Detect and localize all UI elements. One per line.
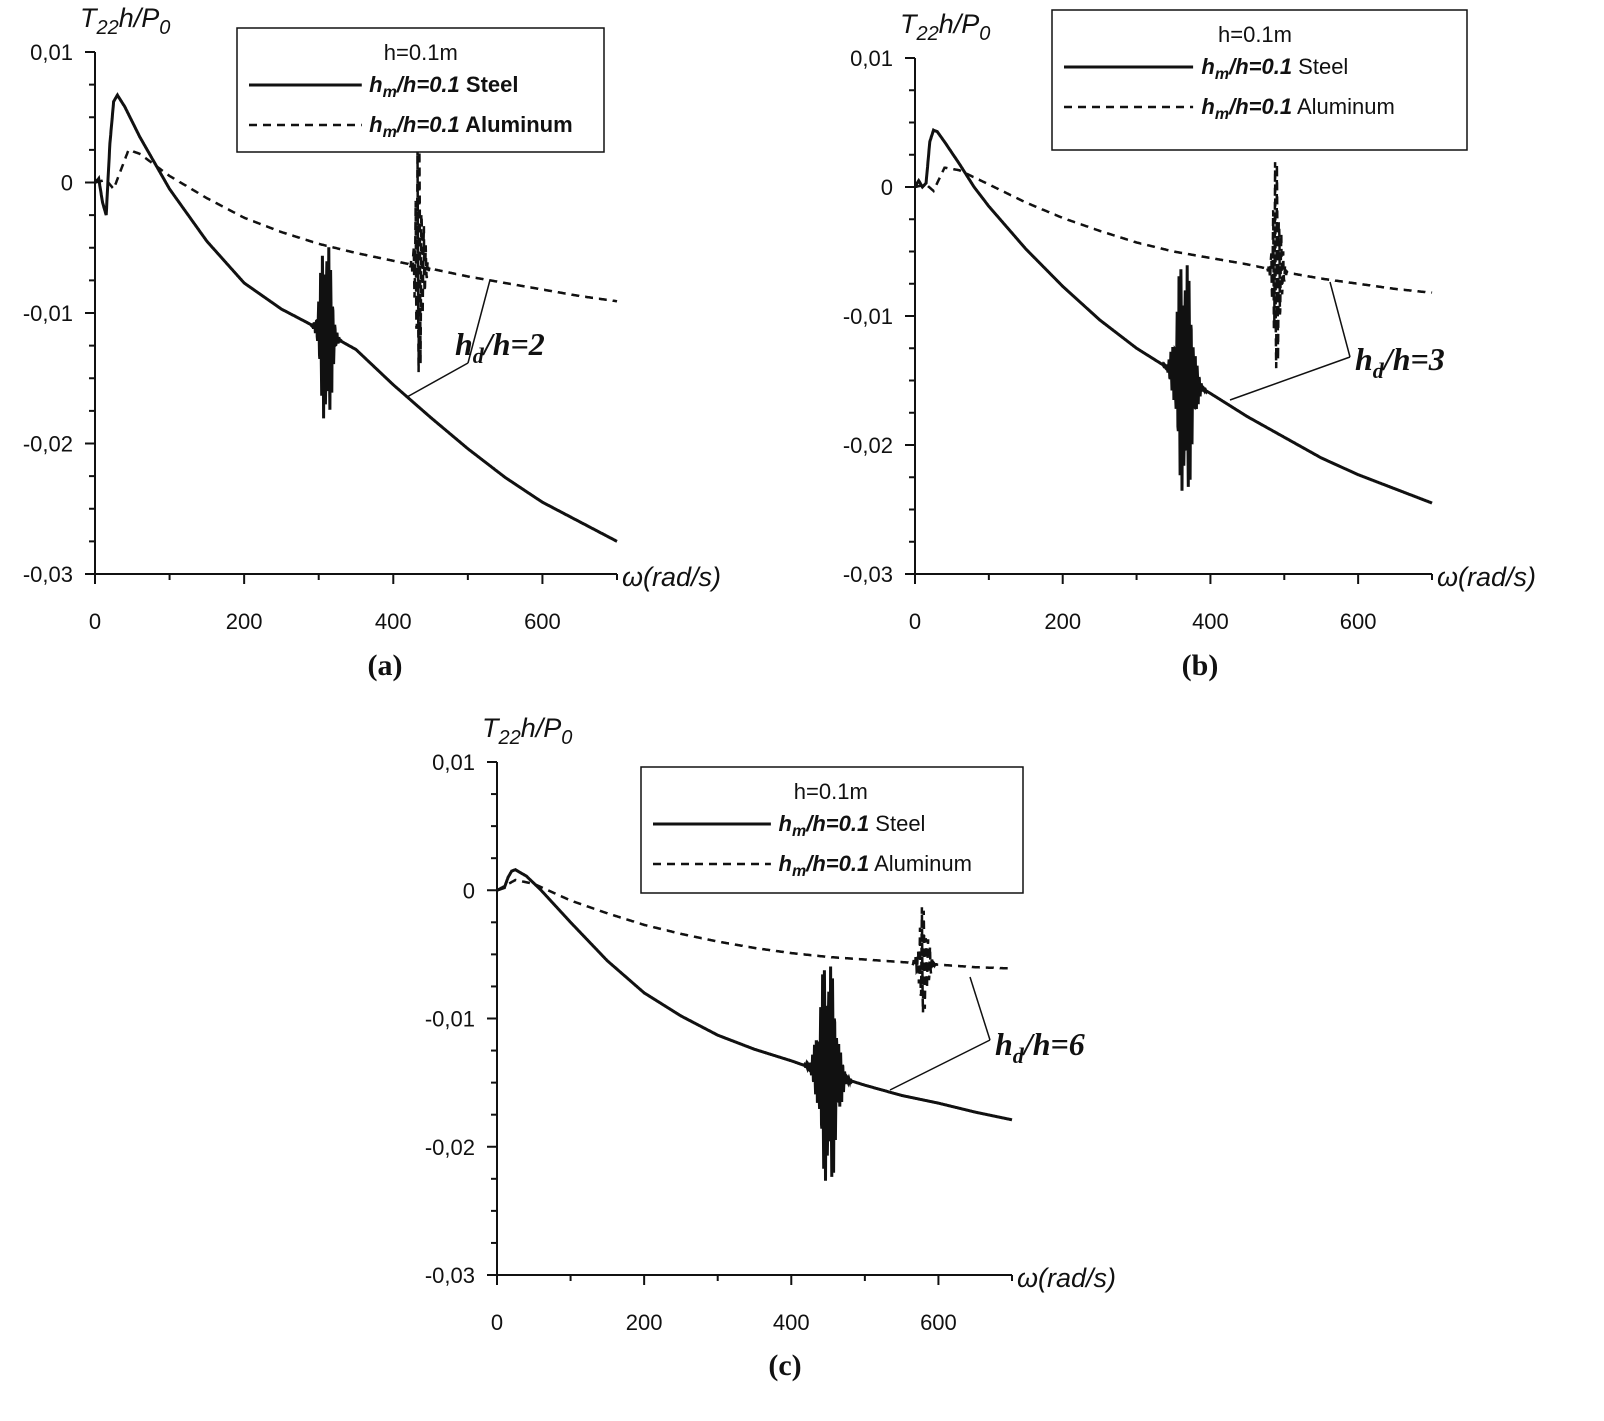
y-tick-label: -0,01 [425,1007,475,1032]
x-tick-label: 600 [1340,609,1377,634]
chart-panel-c: 0,01 0 -0,01 -0,02 -0,03 0 200 400 600 T22h/P0 ω(r… [425,713,1116,1382]
legend-entry-label: hm/h=0.1 Steel [369,72,518,101]
y-tick-label: 0 [463,878,475,903]
legend: h=0.1m hm/h=0.1 Steel hm/h=0.1 Aluminum [640,766,1024,894]
x-tick-label: 0 [909,609,921,634]
annotation-leader [969,976,991,1041]
y-axis-title: T22h/P0 [80,3,170,39]
annotation-leader [889,1039,991,1091]
panel-caption: (b) [1182,649,1219,682]
legend-entry-label: hm/h=0.1 Steel [779,811,926,840]
x-tick-label: 400 [773,1310,810,1335]
chart-panel-a: 0,01 0 -0,01 -0,02 -0,03 0 200 400 600 T22h/P0 ω(r… [23,3,721,682]
y-tick-label: -0,02 [23,432,73,457]
series-line-steel [496,868,1013,1181]
x-tick-label: 400 [1192,609,1229,634]
x-axis-title: ω(rad/s) [622,562,721,592]
annotation-label: hd/h=2 [455,326,545,368]
legend-box [236,27,605,153]
y-axis-title: T22h/P0 [900,9,990,45]
x-tick-label: 600 [920,1310,957,1335]
series-line-steel [913,127,1433,505]
y-tick-label: 0 [881,175,893,200]
annotation: hd/h=6 [889,976,1085,1091]
y-tick-label: -0,03 [425,1263,475,1288]
x-tick-label: 200 [1044,609,1081,634]
annotation-leader [467,279,491,364]
series-line-aluminum [496,878,1012,1013]
annotation-label: hd/h=6 [995,1026,1085,1068]
legend-entry-label: hm/h=0.1 Aluminum [779,851,972,880]
x-tick-label: 0 [491,1310,503,1335]
annotation-label: hd/h=3 [1355,341,1445,383]
legend-entry-label: hm/h=0.1 Aluminum [369,112,573,141]
y-axis-title: T22h/P0 [482,713,572,749]
y-tick-label: -0,03 [23,562,73,587]
x-axis-title: ω(rad/s) [1017,1263,1116,1293]
panel-caption: (a) [368,649,403,682]
y-tick-label: 0,01 [30,40,73,65]
panel-caption: (c) [768,1349,801,1382]
annotation-leader [1229,356,1351,401]
y-tick-label: -0,02 [425,1135,475,1160]
annotation: hd/h=2 [406,279,545,398]
legend-box [1051,9,1468,151]
y-tick-label: 0 [61,171,73,196]
legend-box [640,766,1024,894]
x-axis-title: ω(rad/s) [1437,562,1536,592]
y-tick-label: -0,02 [843,433,893,458]
y-tick-label: -0,01 [843,304,893,329]
x-tick-label: 200 [626,1310,663,1335]
y-tick-label: -0,01 [23,301,73,326]
y-tick-label: 0,01 [432,750,475,775]
chart-panel-b: 0,01 0 -0,01 -0,02 -0,03 0 200 400 600 T22h/P0 ω(r… [843,9,1536,682]
y-tick-label: -0,03 [843,562,893,587]
annotation: hd/h=3 [1229,281,1445,401]
legend-title: h=0.1m [1218,22,1292,47]
series-line-steel [93,92,618,543]
annotation-leader [1329,281,1351,358]
x-tick-label: 200 [226,609,263,634]
legend: h=0.1m hm/h=0.1 Steel hm/h=0.1 Aluminum [1051,9,1468,151]
legend-entry-label: hm/h=0.1 Aluminum [1201,94,1394,123]
series-line-aluminum [914,162,1433,369]
legend-title: h=0.1m [794,779,868,804]
x-tick-label: 600 [524,609,561,634]
legend: h=0.1m hm/h=0.1 Steel hm/h=0.1 Aluminum [236,27,605,153]
x-tick-label: 400 [375,609,412,634]
legend-entry-label: hm/h=0.1 Steel [1201,54,1348,83]
y-tick-label: 0,01 [850,46,893,71]
annotation-leader [406,362,469,398]
legend-title: h=0.1m [384,40,458,65]
series-line-aluminum [94,148,618,373]
x-tick-label: 0 [89,609,101,634]
